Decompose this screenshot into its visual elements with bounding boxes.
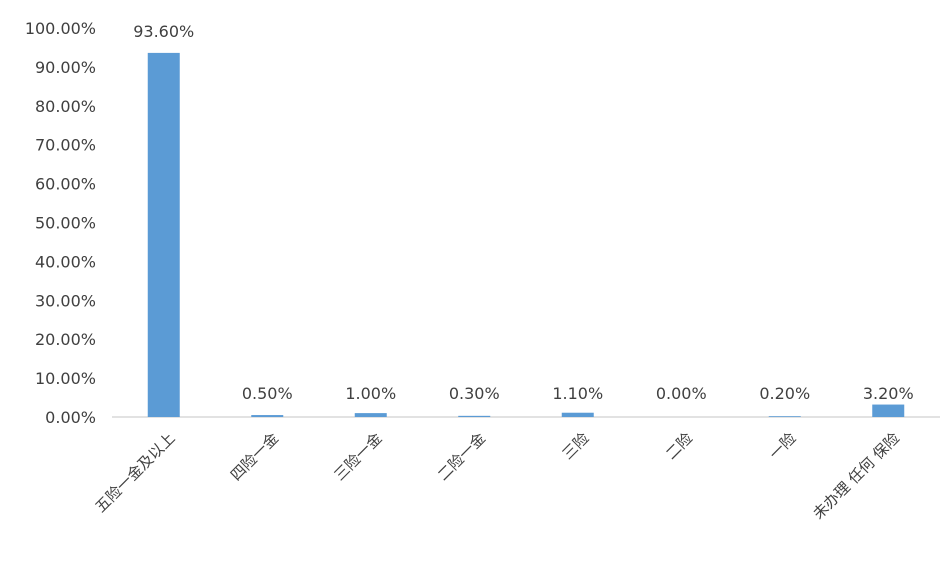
x-category-label: 三险 [559, 429, 593, 463]
y-tick-label: 40.00% [35, 252, 96, 271]
y-tick-label: 100.00% [25, 19, 96, 38]
x-category-label: 一险 [766, 429, 800, 463]
y-tick-label: 50.00% [35, 214, 96, 233]
y-tick-label: 30.00% [35, 291, 96, 310]
x-category-label: 五险一金及以上 [92, 429, 179, 516]
data-label: 93.60% [133, 22, 194, 41]
data-label: 0.50% [242, 384, 293, 403]
bar [458, 415, 491, 417]
x-category-label: 四险一金 [227, 429, 282, 484]
data-label: 1.10% [552, 384, 603, 403]
bar [768, 416, 801, 417]
bar [251, 415, 284, 417]
y-tick-label: 60.00% [35, 175, 96, 194]
data-label: 3.20% [863, 384, 914, 403]
bar [147, 52, 180, 418]
y-tick-label: 90.00% [35, 58, 96, 77]
bar [872, 404, 905, 417]
y-tick-label: 70.00% [35, 136, 96, 155]
x-category-label: 二险 [662, 429, 696, 463]
data-label: 0.30% [449, 384, 500, 403]
y-tick-label: 20.00% [35, 330, 96, 349]
y-tick-label: 0.00% [45, 408, 96, 427]
data-labels: 93.60% 0.50% 1.00% 0.30% 1.10% 0.00% 0.20% 3.20… [133, 22, 913, 403]
bar [354, 413, 387, 417]
data-label: 1.00% [345, 384, 396, 403]
bar [561, 412, 594, 417]
y-tick-label: 80.00% [35, 97, 96, 116]
bars [147, 52, 905, 418]
x-category-label: 未办理 任何 保险 [809, 429, 903, 523]
data-label: 0.20% [759, 384, 810, 403]
x-category-label: 三险一金 [330, 429, 385, 484]
y-tick-label: 10.00% [35, 369, 96, 388]
x-axis-category-labels: 五险一金及以上 四险一金 三险一金 二险一金 三险 二险 一险 未办理 任何 保险 [92, 429, 903, 523]
x-category-label: 二险一金 [434, 429, 489, 484]
y-axis-ticks: 0.00% 10.00% 20.00% 30.00% 40.00% 50.00% 60.00… [25, 19, 96, 427]
data-label: 0.00% [656, 384, 707, 403]
